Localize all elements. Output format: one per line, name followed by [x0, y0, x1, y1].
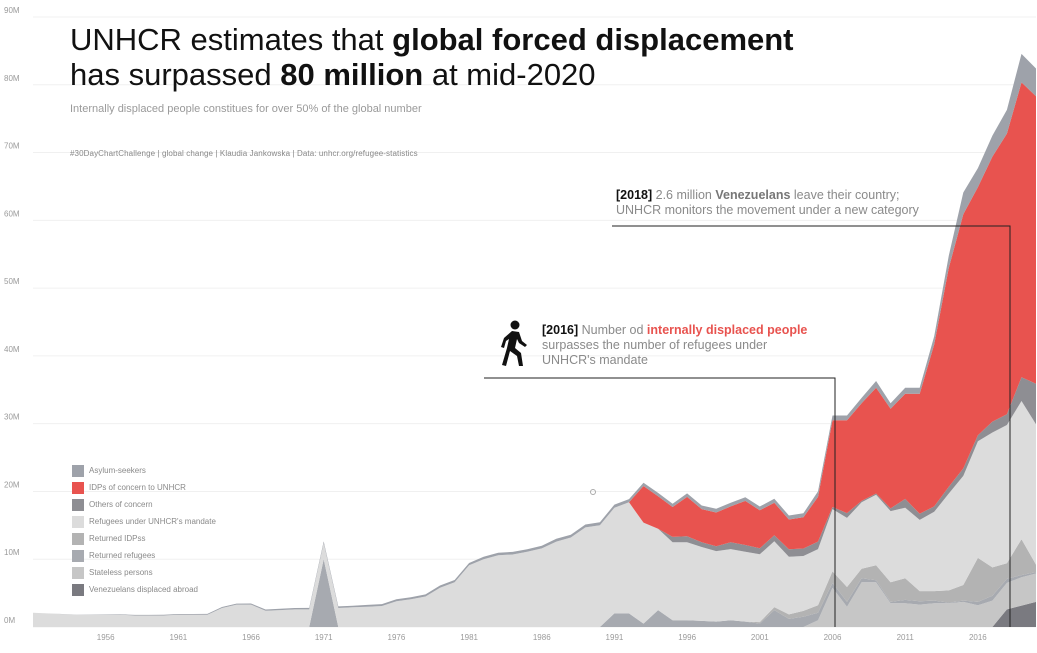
chart-title: UNHCR estimates that global forced displ…: [70, 22, 830, 92]
annotation-2018-text1: 2.6 million: [652, 188, 716, 202]
annotation-2018-leader: [612, 225, 1011, 627]
annotation-2016-line3: UNHCR's mandate: [542, 353, 648, 367]
title-line2-end: at mid-2020: [423, 57, 596, 92]
gridlines: [33, 16, 1036, 628]
legend-swatch: [72, 515, 84, 528]
x-tick-label: 2011: [897, 633, 915, 642]
legend-label: Stateless persons: [89, 568, 153, 577]
marker-circle: [590, 489, 596, 495]
annotation-2016-leader: [484, 377, 836, 627]
annotation-2016-idp: internally displaced people: [646, 323, 808, 337]
chart-legend: Asylum-seekers IDPs of concern to UNHCR Ot…: [72, 462, 216, 598]
chart-subtitle: Internally displaced people constitues f…: [70, 103, 422, 115]
annotation-guides: [484, 225, 1011, 627]
y-tick-label: 60M: [4, 209, 20, 218]
legend-swatch: [72, 532, 84, 545]
legend-swatch: [72, 549, 84, 562]
title-line1-text: UNHCR estimates that: [70, 22, 393, 57]
y-tick-label: 10M: [4, 548, 20, 557]
x-tick-label: 1961: [169, 633, 187, 642]
x-tick-label: 1996: [678, 633, 696, 642]
legend-item: IDPs of concern to UNHCR: [72, 479, 216, 496]
y-axis: 0M 10M 20M 30M 40M 50M 60M 70M 80M 90M: [4, 6, 20, 625]
y-tick-label: 20M: [4, 480, 20, 489]
legend-label: Refugees under UNHCR's mandate: [89, 517, 216, 526]
y-tick-label: 0M: [4, 616, 15, 625]
y-tick-label: 30M: [4, 413, 20, 422]
annotation-2018-year: [2018]: [616, 188, 653, 202]
x-tick-label: 2016: [969, 633, 987, 642]
legend-item: Others of concern: [72, 496, 216, 513]
title-line2-bold: 80 million: [280, 57, 424, 92]
legend-swatch: [72, 481, 84, 494]
legend-swatch: [72, 498, 84, 511]
legend-label: Others of concern: [89, 500, 153, 509]
y-tick-label: 90M: [4, 6, 20, 15]
annotation-2016-line2: surpasses the number of refugees under: [542, 338, 768, 352]
x-tick-label: 1971: [315, 633, 333, 642]
title-line2-text: has surpassed: [70, 57, 281, 92]
annotation-2016-year: [2016]: [542, 323, 579, 337]
legend-swatch: [72, 583, 84, 596]
legend-label: Returned IDPss: [89, 534, 146, 543]
x-tick-label: 1981: [460, 633, 478, 642]
y-tick-label: 40M: [4, 345, 20, 354]
legend-label: Returned refugees: [89, 551, 156, 560]
x-tick-label: 2001: [751, 633, 769, 642]
annotation-2018-venezuelans: Venezuelans: [715, 188, 791, 202]
y-tick-label: 50M: [4, 277, 20, 286]
legend-label: IDPs of concern to UNHCR: [89, 483, 186, 492]
legend-label: Venezuelans displaced abroad: [89, 585, 198, 594]
x-axis: 1956 1961 1966 1971 1976 1981 1986 1991 1996 2001…: [97, 633, 988, 642]
legend-item: Refugees under UNHCR's mandate: [72, 513, 216, 530]
legend-item: Returned IDPss: [72, 530, 216, 547]
x-tick-label: 1986: [533, 633, 551, 642]
annotation-2018-line2: UNHCR monitors the movement under a new …: [616, 203, 919, 217]
legend-item: Returned refugees: [72, 547, 216, 564]
legend-swatch: [72, 464, 84, 477]
walking-person-icon: [501, 320, 527, 366]
title-line1-bold: global forced displacement: [392, 22, 794, 57]
annotation-2016-text1: Number od: [578, 323, 647, 337]
annotation-2018-text2: leave their country;: [790, 188, 900, 202]
chart-caption: #30DayChartChallenge | global change | K…: [70, 149, 418, 158]
area-refugees-under-unhcr-s-mandate: [33, 401, 1036, 627]
x-tick-label: 1976: [388, 633, 406, 642]
annotation-2016: [2016] Number od internally displaced pe…: [542, 323, 807, 368]
x-tick-label: 1956: [97, 633, 115, 642]
legend-item: Asylum-seekers: [72, 462, 216, 479]
annotation-2018: [2018] 2.6 million Venezuelans leave the…: [616, 188, 919, 218]
legend-label: Asylum-seekers: [89, 466, 146, 475]
legend-item: Venezuelans displaced abroad: [72, 581, 216, 598]
x-tick-label: 2006: [824, 633, 842, 642]
y-tick-label: 70M: [4, 142, 20, 151]
x-tick-label: 1991: [606, 633, 624, 642]
legend-item: Stateless persons: [72, 564, 216, 581]
y-tick-label: 80M: [4, 74, 20, 83]
x-tick-label: 1966: [242, 633, 260, 642]
chart-header: UNHCR estimates that global forced displ…: [70, 22, 830, 158]
legend-swatch: [72, 566, 84, 579]
